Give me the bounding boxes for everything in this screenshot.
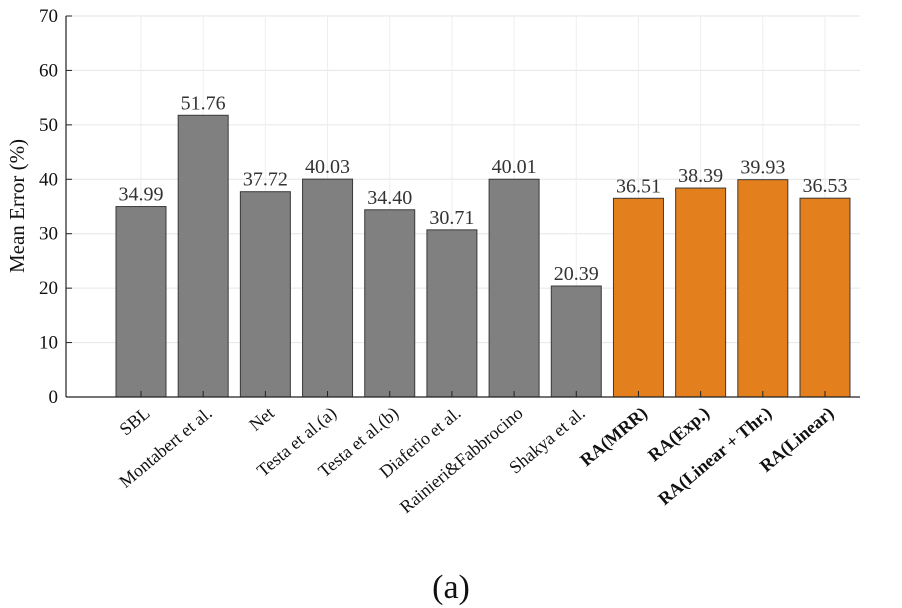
- value-label: 51.76: [181, 92, 226, 114]
- y-tick-label: 0: [49, 387, 59, 408]
- x-tick-label: RA(MRR): [576, 403, 652, 471]
- bar: [737, 179, 789, 398]
- y-tick-label: 50: [39, 115, 58, 136]
- bar: [550, 285, 602, 398]
- bar: [612, 197, 664, 398]
- bar: [177, 114, 229, 398]
- bar: [426, 229, 478, 398]
- bar: [799, 197, 851, 398]
- y-axis-label: Mean Error (%): [5, 139, 29, 273]
- value-labels: 34.99 51.76 37.72 40.03 34.40 30.71 40.01 20.39…: [119, 92, 848, 285]
- value-label: 34.40: [367, 187, 412, 209]
- y-tick-label: 70: [39, 6, 58, 27]
- figure-caption: (a): [432, 569, 470, 606]
- bar: [115, 206, 167, 398]
- y-tick-label: 10: [39, 333, 58, 354]
- value-label: 39.93: [740, 157, 785, 179]
- value-label: 40.01: [492, 156, 537, 178]
- value-label: 37.72: [243, 169, 288, 191]
- bar: [239, 191, 291, 398]
- value-label: 40.03: [305, 156, 350, 178]
- x-tick-label: SBL: [115, 403, 153, 440]
- bar: [302, 178, 354, 398]
- y-tick-label: 40: [39, 169, 58, 190]
- y-tick-labels: 0 10 20 30 40 50 60 70: [39, 6, 58, 408]
- bar: [675, 187, 727, 398]
- bar: [364, 209, 416, 398]
- value-label: 30.71: [429, 207, 474, 229]
- y-tick-label: 60: [39, 60, 58, 81]
- bar: [488, 178, 540, 398]
- value-label: 38.39: [678, 165, 723, 187]
- axes: [65, 15, 860, 398]
- y-tick-label: 20: [39, 278, 58, 299]
- x-tick-label: Net: [245, 403, 278, 435]
- x-tick-label: RA(Linear + Thr.): [654, 403, 776, 510]
- value-label: 36.51: [616, 175, 661, 197]
- value-label: 34.99: [119, 184, 164, 206]
- bars: [115, 114, 851, 398]
- value-label: 36.53: [803, 175, 848, 197]
- value-label: 20.39: [554, 263, 599, 285]
- y-tick-label: 30: [39, 224, 58, 245]
